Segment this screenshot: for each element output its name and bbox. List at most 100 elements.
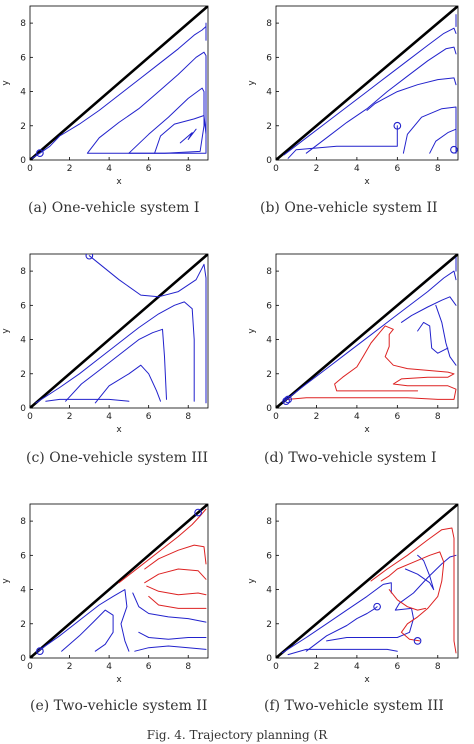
x-tick-label: 4 [354, 412, 360, 422]
trajectory-line [128, 87, 205, 154]
trajectory-line [118, 508, 207, 584]
caption-e: (e) Two-vehicle system II [30, 698, 208, 714]
trajectory-line [305, 46, 457, 154]
chart-c: 0 2 4 6 8 0 2 4 6 8 x y [1, 253, 209, 435]
trajectory-line [404, 554, 435, 591]
x-axis-label: x [116, 675, 122, 685]
x-tick-label: 2 [314, 412, 320, 422]
y-tick-label: 4 [266, 586, 272, 596]
x-tick-label: 0 [273, 164, 279, 174]
y-axis-label: y [1, 80, 11, 86]
x-tick-label: 6 [146, 164, 152, 174]
x-tick-label: 2 [67, 412, 73, 422]
plot-frame [29, 5, 209, 161]
y-tick-label: 0 [20, 156, 26, 166]
diagonal-line [30, 504, 208, 658]
diagonal-line [276, 254, 458, 408]
diagonal-line [30, 254, 208, 408]
trajectory-line [148, 595, 207, 609]
y-axis-label: y [247, 80, 257, 86]
y-axis-label: y [247, 578, 257, 584]
trajectory-line [144, 568, 207, 584]
x-tick-label: 0 [273, 662, 279, 672]
trajectory-line [31, 26, 207, 159]
trajectory-line [65, 328, 167, 402]
trajectory-line [144, 544, 207, 570]
trajectory-line [402, 106, 457, 154]
trajectory-line [45, 398, 130, 402]
y-tick-label: 6 [20, 301, 26, 311]
plot-frame [275, 503, 459, 659]
trajectory-line [94, 364, 161, 404]
panel-f: 0 2 4 6 8 0 2 4 6 8 x y [246, 498, 474, 694]
plot-frame [275, 5, 459, 161]
y-tick-label: 0 [266, 404, 272, 414]
trajectory-line [388, 589, 427, 611]
x-axis-label: x [116, 425, 122, 435]
x-tick-label: 8 [435, 662, 441, 672]
x-axis-label: x [364, 177, 370, 187]
x-tick-label: 8 [435, 412, 441, 422]
chart-e: 0 2 4 6 8 0 2 4 6 8 x y [1, 503, 209, 685]
trajectory-line [287, 125, 398, 159]
x-tick-label: 0 [273, 412, 279, 422]
caption-c: (c) One-vehicle system III [26, 450, 208, 466]
y-tick-label: 4 [20, 586, 26, 596]
trajectory-line [154, 115, 207, 154]
y-tick-label: 2 [266, 620, 272, 630]
y-tick-label: 8 [20, 19, 26, 29]
trajectory-line [132, 592, 207, 623]
trajectory-line [61, 609, 114, 652]
chart-f: 0 2 4 6 8 0 2 4 6 8 x y [247, 503, 459, 685]
y-tick-label: 0 [20, 404, 26, 414]
panel-b: 0 2 4 6 8 0 2 4 6 8 x y [246, 0, 474, 196]
trajectory-line [37, 589, 130, 652]
trajectory-line [370, 527, 457, 654]
caption-d: (d) Two-vehicle system I [264, 450, 437, 466]
x-tick-label: 4 [106, 662, 112, 672]
trajectory-line [305, 606, 378, 652]
trajectory-line [429, 128, 457, 154]
start-marker [413, 637, 422, 645]
x-tick-label: 6 [146, 662, 152, 672]
x-tick-label: 0 [27, 164, 33, 174]
trajectory-line [88, 255, 207, 404]
x-tick-label: 4 [106, 164, 112, 174]
panel-d: 0 2 4 6 8 0 2 4 6 8 x y [246, 248, 474, 444]
x-tick-label: 8 [435, 164, 441, 174]
x-tick-label: 2 [314, 662, 320, 672]
start-marker [284, 395, 292, 404]
start-marker [282, 397, 290, 406]
start-marker [373, 602, 381, 611]
y-tick-label: 8 [20, 267, 26, 277]
y-tick-label: 6 [266, 301, 272, 311]
y-axis-label: y [247, 328, 257, 334]
y-tick-label: 0 [266, 654, 272, 664]
x-axis-label: x [364, 675, 370, 685]
chart-d: 0 2 4 6 8 0 2 4 6 8 x y [247, 253, 459, 435]
x-tick-label: 6 [394, 662, 400, 672]
y-axis-label: y [1, 578, 11, 584]
x-tick-label: 6 [394, 164, 400, 174]
diagonal-line [276, 504, 458, 658]
chart-a: 0 2 4 6 8 0 2 4 6 8 x y [1, 5, 209, 187]
y-tick-label: 4 [20, 336, 26, 346]
x-tick-label: 8 [185, 412, 191, 422]
panel-c: 0 2 4 6 8 0 2 4 6 8 x y [0, 248, 224, 444]
start-marker [194, 508, 202, 517]
x-tick-label: 0 [27, 412, 33, 422]
panel-a: 0 2 4 6 8 0 2 4 6 8 x y [0, 0, 224, 196]
y-tick-label: 4 [266, 336, 272, 346]
trajectory-line [281, 582, 392, 654]
plot-frame [275, 253, 459, 409]
y-tick-label: 6 [20, 551, 26, 561]
trajectory-line [287, 325, 457, 400]
trajectory-line [417, 321, 449, 354]
y-tick-label: 4 [266, 88, 272, 98]
y-tick-label: 2 [20, 370, 26, 380]
start-marker [393, 121, 402, 130]
x-tick-label: 8 [185, 662, 191, 672]
trajectory-line [134, 645, 207, 652]
y-tick-label: 6 [266, 551, 272, 561]
y-tick-label: 8 [266, 267, 272, 277]
